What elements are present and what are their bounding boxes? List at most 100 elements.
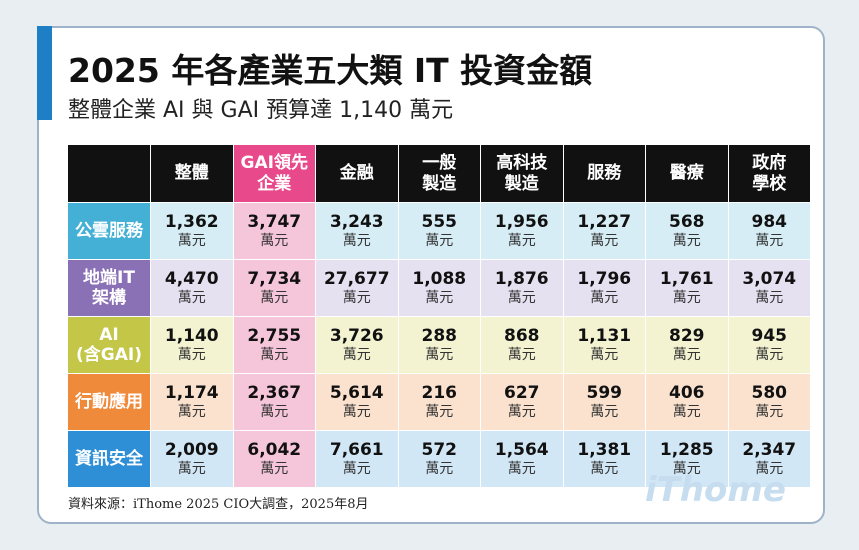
cell-unit: 萬元: [425, 232, 454, 249]
cell-value: 984: [751, 212, 788, 233]
cell-unit: 萬元: [755, 289, 784, 306]
corner-cell: [68, 145, 150, 202]
cell-value: 627: [504, 383, 540, 404]
table-cell: 3,074 萬元: [728, 260, 810, 316]
cell-unit: 萬元: [507, 289, 536, 306]
subtitle: 整體企業 AI 與 GAI 預算達 1,140 萬元: [68, 98, 454, 123]
cell-unit: 萬元: [590, 403, 619, 420]
cell-value: 1,227: [577, 212, 632, 233]
table-cell: 1,381 萬元: [563, 431, 645, 487]
cell-value: 4,470: [164, 269, 219, 290]
row-label: 行動應用: [68, 374, 150, 430]
cell-unit: 萬元: [342, 289, 371, 306]
cell-value: 1,285: [659, 440, 714, 461]
cell-value: 7,661: [329, 440, 384, 461]
table-cell: 1,761 萬元: [646, 260, 728, 316]
table-cell: 5,614 萬元: [316, 374, 398, 430]
cell-value: 5,614: [329, 383, 384, 404]
table-cell: 568 萬元: [646, 203, 728, 259]
table-cell: 2,755 萬元: [233, 317, 315, 373]
cell-unit: 萬元: [507, 346, 536, 363]
cell-value: 1,174: [164, 383, 219, 404]
cell-unit: 萬元: [672, 289, 701, 306]
cell-unit: 萬元: [260, 460, 289, 477]
cell-unit: 萬元: [755, 232, 784, 249]
cell-value: 555: [421, 212, 458, 233]
cell-value: 216: [421, 383, 458, 404]
table-cell: 2,347 萬元: [728, 431, 810, 487]
cell-unit: 萬元: [342, 232, 371, 249]
cell-unit: 萬元: [590, 346, 619, 363]
cell-unit: 萬元: [755, 346, 784, 363]
column-header: 政府 學校: [728, 145, 810, 202]
table-cell: 945 萬元: [728, 317, 810, 373]
column-header: 整體: [151, 145, 233, 202]
row-label: AI (含GAI): [68, 317, 150, 373]
cell-unit: 萬元: [342, 403, 371, 420]
cell-value: 1,381: [577, 440, 632, 461]
cell-unit: 萬元: [177, 403, 206, 420]
table: 整體 GAI領先 企業 金融 一般 製造 高科技 製造 服務 醫療 政府 學校 公雲服務 1,36…: [68, 145, 810, 487]
table-cell: 2,367 萬元: [233, 374, 315, 430]
cell-value: 1,362: [164, 212, 219, 233]
cell-unit: 萬元: [260, 346, 289, 363]
table-cell: 1,088 萬元: [398, 260, 480, 316]
table-cell: 1,362 萬元: [151, 203, 233, 259]
table-cell: 555 萬元: [398, 203, 480, 259]
cell-value: 2,347: [742, 440, 797, 461]
table-cell: 1,227 萬元: [563, 203, 645, 259]
table-cell: 2,009 萬元: [151, 431, 233, 487]
table-cell: 1,285 萬元: [646, 431, 728, 487]
cell-value: 572: [421, 440, 458, 461]
column-header: 金融: [316, 145, 398, 202]
row-label: 地端IT 架構: [68, 260, 150, 316]
cell-unit: 萬元: [425, 403, 454, 420]
cell-unit: 萬元: [342, 346, 371, 363]
cell-unit: 萬元: [177, 232, 206, 249]
cell-value: 1,956: [494, 212, 549, 233]
cell-value: 2,755: [247, 326, 302, 347]
table-cell: 984 萬元: [728, 203, 810, 259]
column-header: 高科技 製造: [481, 145, 563, 202]
title: 2025 年各產業五大類 IT 投資金額: [68, 51, 593, 90]
cell-value: 1,761: [659, 269, 714, 290]
cell-value: 2,367: [247, 383, 302, 404]
table-cell: 1,131 萬元: [563, 317, 645, 373]
cell-unit: 萬元: [177, 460, 206, 477]
cell-value: 868: [504, 326, 540, 347]
cell-value: 6,042: [247, 440, 302, 461]
cell-value: 1,796: [577, 269, 632, 290]
cell-unit: 萬元: [507, 460, 536, 477]
table-cell: 7,734 萬元: [233, 260, 315, 316]
cell-value: 406: [669, 383, 705, 404]
cell-value: 1,564: [494, 440, 549, 461]
cell-unit: 萬元: [425, 346, 454, 363]
table-cell: 1,140 萬元: [151, 317, 233, 373]
table-cell: 572 萬元: [398, 431, 480, 487]
table-cell: 406 萬元: [646, 374, 728, 430]
cell-value: 599: [586, 383, 623, 404]
table-cell: 829 萬元: [646, 317, 728, 373]
cell-unit: 萬元: [672, 346, 701, 363]
cell-unit: 萬元: [590, 232, 619, 249]
cell-value: 1,140: [164, 326, 219, 347]
cell-value: 3,243: [329, 212, 384, 233]
table-cell: 288 萬元: [398, 317, 480, 373]
table-cell: 580 萬元: [728, 374, 810, 430]
cell-value: 3,747: [247, 212, 302, 233]
row-label: 公雲服務: [68, 203, 150, 259]
accent-bar: [37, 26, 52, 120]
table-cell: 27,677 萬元: [316, 260, 398, 316]
cell-value: 580: [751, 383, 788, 404]
table-cell: 627 萬元: [481, 374, 563, 430]
column-header: GAI領先 企業: [233, 145, 315, 202]
table-cell: 6,042 萬元: [233, 431, 315, 487]
cell-value: 27,677: [323, 269, 390, 290]
cell-value: 568: [669, 212, 705, 233]
cell-unit: 萬元: [507, 232, 536, 249]
cell-unit: 萬元: [755, 460, 784, 477]
cell-unit: 萬元: [342, 460, 371, 477]
table-cell: 599 萬元: [563, 374, 645, 430]
cell-unit: 萬元: [425, 460, 454, 477]
